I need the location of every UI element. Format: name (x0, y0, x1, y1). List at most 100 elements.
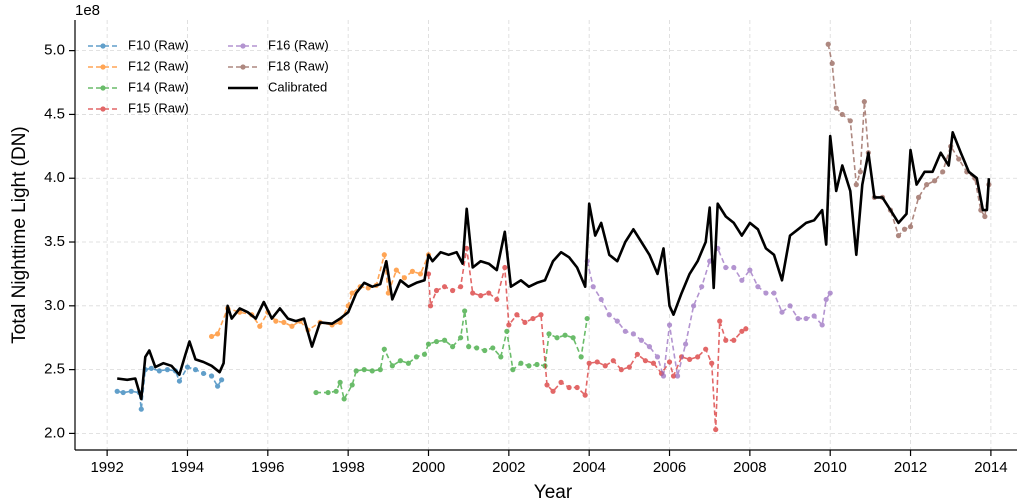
data-point (861, 99, 867, 105)
data-point (349, 290, 355, 296)
legend-item (88, 106, 118, 112)
data-point (578, 354, 584, 360)
legend-item (88, 85, 118, 91)
data-point (433, 287, 440, 294)
data-point (546, 331, 552, 337)
legend-item (88, 43, 118, 49)
data-point (695, 354, 701, 360)
x-axis-title: Year (534, 482, 573, 503)
data-point (518, 360, 524, 366)
data-point (494, 296, 500, 303)
x-tick-label: 2014 (974, 459, 1007, 476)
data-point (164, 367, 170, 373)
data-point (486, 290, 492, 296)
data-point (586, 360, 592, 366)
data-point (200, 370, 207, 377)
data-point (313, 389, 319, 396)
legend-marker (100, 43, 106, 49)
data-point (478, 293, 484, 299)
data-point (349, 382, 355, 388)
y-tick-label: 5.0 (44, 42, 65, 59)
x-tick-label: 2000 (412, 459, 445, 476)
data-point (530, 315, 536, 322)
y-offset-label: 1e8 (75, 2, 100, 19)
data-point (827, 290, 833, 296)
y-axis-title: Total Nighttime Light (DN) (9, 126, 30, 344)
data-point (120, 389, 126, 396)
data-point (417, 271, 424, 277)
data-point (650, 360, 657, 366)
data-point (703, 346, 709, 352)
data-point (215, 383, 221, 389)
legend-marker (240, 43, 246, 49)
legend-marker (100, 106, 106, 112)
x-tick-label: 2006 (653, 459, 686, 476)
data-point (642, 358, 649, 364)
series-line (117, 131, 991, 401)
data-point (566, 384, 572, 391)
data-point (554, 335, 560, 341)
data-point (598, 296, 604, 303)
legend-marker (100, 64, 106, 70)
data-point (219, 377, 225, 383)
data-point (421, 351, 428, 357)
data-point (743, 326, 749, 332)
data-point (393, 267, 399, 273)
data-point (427, 303, 434, 309)
data-point (606, 312, 612, 318)
series (117, 131, 991, 401)
data-point (670, 373, 677, 379)
data-point (731, 264, 737, 271)
data-point (257, 323, 263, 329)
data-point (723, 337, 729, 343)
data-point (526, 363, 532, 369)
data-point (441, 337, 448, 343)
data-point (128, 388, 134, 394)
data-point (534, 361, 540, 368)
data-point (184, 364, 191, 370)
data-point (755, 284, 761, 290)
data-point (504, 328, 510, 334)
data-point (562, 332, 568, 338)
y-tick-label: 2.5 (44, 361, 65, 378)
data-point (425, 341, 432, 347)
data-point (739, 328, 745, 334)
data-point (823, 296, 829, 303)
legend-label: F12 (Raw) (128, 58, 189, 73)
data-point (915, 194, 922, 200)
data-point (847, 118, 853, 124)
series (425, 245, 749, 433)
series (825, 41, 992, 239)
data-point (215, 331, 221, 337)
data-point (538, 312, 544, 318)
data-point (924, 181, 930, 188)
legend-item (228, 64, 258, 70)
series-line (316, 310, 588, 400)
data-point (646, 344, 653, 350)
x-tick-label: 1994 (171, 459, 204, 476)
data-point (691, 303, 697, 309)
legend-marker (100, 85, 106, 91)
data-point (839, 111, 845, 118)
data-point (618, 367, 624, 373)
data-point (602, 363, 608, 369)
data-point (739, 277, 745, 283)
data-point (389, 363, 395, 369)
series-line (427, 247, 747, 431)
data-point (385, 290, 391, 296)
data-point (464, 245, 470, 251)
data-point (907, 224, 914, 230)
data-point (510, 367, 516, 373)
x-tick-label: 2002 (492, 459, 525, 476)
data-point (550, 388, 556, 394)
data-point (614, 318, 620, 324)
data-point (369, 368, 375, 374)
data-point (490, 345, 496, 351)
data-point (857, 169, 863, 175)
series (114, 364, 225, 412)
data-point (208, 333, 215, 340)
data-point (176, 378, 183, 384)
data-point (558, 379, 564, 385)
data-point (717, 318, 723, 324)
